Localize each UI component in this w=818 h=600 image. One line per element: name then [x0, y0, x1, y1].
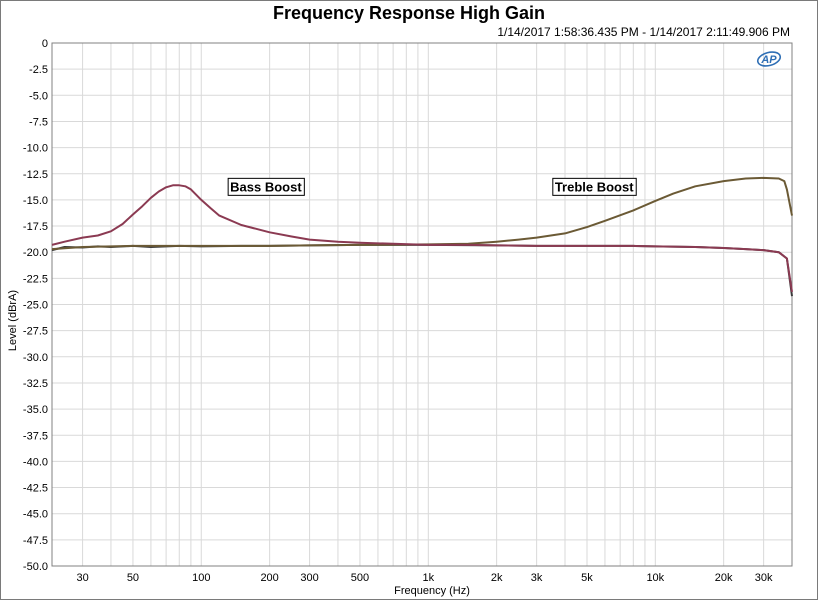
axes: 0 -2.5 -5.0 -7.5 -10.0 -12.5 -15.0 -17.5 -20.0 -2…: [7, 38, 793, 597]
series-line-bass: [51, 184, 793, 293]
series-line-treble: [51, 176, 793, 251]
y-tick-label: -50.0: [23, 561, 48, 573]
y-tick-label: -30.0: [23, 352, 48, 364]
x-tick-label: 500: [351, 572, 369, 584]
y-tick-label: -37.5: [23, 430, 48, 442]
y-tick-label: -12.5: [23, 169, 48, 181]
y-tick-label: 0: [42, 38, 48, 50]
x-tick-label: 50: [127, 572, 139, 584]
y-tick-label: -42.5: [23, 483, 48, 495]
y-axis-label: Level (dBrA): [7, 290, 19, 351]
x-tick-label: 5k: [581, 572, 593, 584]
y-tick-label: -40.0: [23, 456, 48, 468]
y-tick-label: -25.0: [23, 300, 48, 312]
annotation: Bass Boost: [227, 177, 305, 196]
annotation-box: [552, 177, 637, 196]
y-tick-label: -35.0: [23, 404, 48, 416]
plot-area-border: [51, 42, 793, 567]
x-tick-label: 3k: [531, 572, 543, 584]
x-axis-label: Frequency (Hz): [394, 585, 470, 597]
annotation-label: Bass Boost: [230, 179, 302, 194]
ap-logo-text: AP: [760, 54, 777, 66]
chart-title: Frequency Response High Gain: [272, 3, 546, 23]
annotations: Bass Boost Treble Boost: [227, 177, 637, 196]
annotation: Treble Boost: [552, 177, 637, 196]
y-tick-label: -15.0: [23, 195, 48, 207]
y-tick-label: -32.5: [23, 378, 48, 390]
series: [51, 176, 793, 297]
x-tick-label: 200: [260, 572, 278, 584]
annotation-box: [227, 177, 305, 196]
y-tick-label: -17.5: [23, 221, 48, 233]
x-tick-label: 30: [76, 572, 88, 584]
y-tick-label: -2.5: [29, 64, 48, 76]
y-tick-label: -22.5: [23, 273, 48, 285]
y-tick-label: -20.0: [23, 247, 48, 259]
y-tick-label: -27.5: [23, 326, 48, 338]
y-tick-label: -5.0: [29, 90, 48, 102]
ap-logo-icon: AP: [756, 51, 782, 67]
x-tick-label: 100: [192, 572, 210, 584]
x-tick-label: 10k: [646, 572, 664, 584]
y-tick-label: -47.5: [23, 535, 48, 547]
chart-subtitle: 1/14/2017 1:58:36.435 PM - 1/14/2017 2:1…: [497, 25, 790, 39]
y-tick-label: -7.5: [29, 116, 48, 128]
y-tick-label: -10.0: [23, 143, 48, 155]
grid: [52, 42, 793, 567]
x-tick-label: 300: [300, 572, 318, 584]
annotation-label: Treble Boost: [555, 179, 634, 194]
y-tick-label: -45.0: [23, 509, 48, 521]
x-tick-label: 2k: [491, 572, 503, 584]
x-tick-label: 20k: [715, 572, 733, 584]
x-tick-label: 30k: [755, 572, 773, 584]
x-tick-label: 1k: [422, 572, 434, 584]
